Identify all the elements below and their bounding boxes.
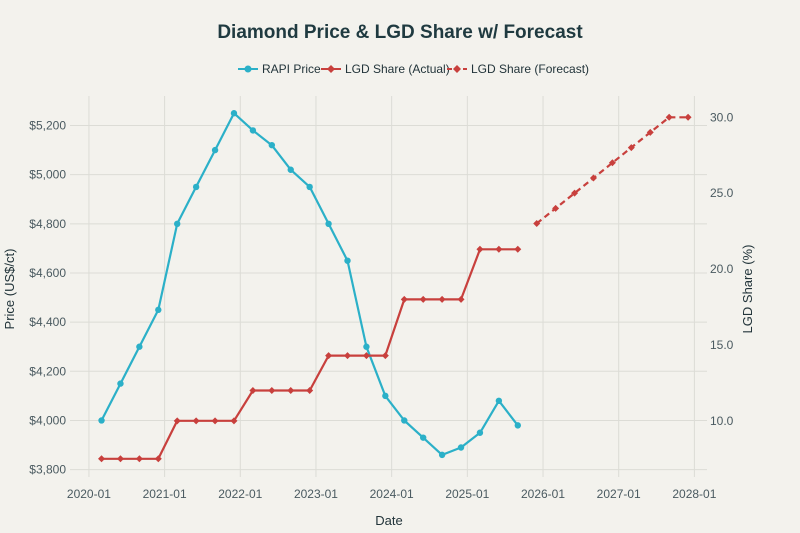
axes: 2020-01 2021-01 2022-01 2023-01 2024-01 2025-… <box>29 110 733 501</box>
legend-label-lgd-actual: LGD Share (Actual) <box>345 62 450 76</box>
x-tick-label: 2027-01 <box>597 487 641 501</box>
data-point[interactable] <box>627 144 635 152</box>
data-point[interactable] <box>457 295 465 303</box>
data-point[interactable] <box>533 220 541 228</box>
data-point[interactable] <box>173 417 181 425</box>
x-tick-label: 2020-01 <box>67 487 111 501</box>
data-point[interactable] <box>363 343 370 350</box>
y2-tick-label: 15.0 <box>710 338 734 352</box>
data-point[interactable] <box>136 343 143 350</box>
data-point[interactable] <box>230 110 238 117</box>
x-tick-label: 2024-01 <box>370 487 414 501</box>
data-point[interactable] <box>419 295 427 303</box>
data-point[interactable] <box>211 417 219 425</box>
x-tick-label: 2026-01 <box>521 487 565 501</box>
y-tick-label: $3,800 <box>29 463 66 477</box>
y2-axis-title: LGD Share (%) <box>740 245 755 334</box>
data-point[interactable] <box>438 295 446 303</box>
data-point[interactable] <box>211 146 219 154</box>
data-point[interactable] <box>325 352 333 360</box>
data-point[interactable] <box>192 183 200 191</box>
data-point[interactable] <box>230 417 238 425</box>
data-point[interactable] <box>249 127 257 134</box>
data-point[interactable] <box>306 386 314 394</box>
data-point[interactable] <box>457 444 465 451</box>
legend: RAPI Price LGD Share (Actual) LGD Share … <box>238 62 589 76</box>
data-point[interactable] <box>514 245 522 253</box>
legend-marker-lgd-forecast <box>453 65 461 73</box>
x-tick-label: 2023-01 <box>294 487 338 501</box>
data-point[interactable] <box>344 257 351 264</box>
data-point[interactable] <box>362 352 370 360</box>
data-point[interactable] <box>98 417 105 424</box>
series-layer <box>98 110 692 463</box>
data-point[interactable] <box>268 386 276 394</box>
data-point[interactable] <box>608 159 616 167</box>
legend-item-lgd-forecast[interactable]: LGD Share (Forecast) <box>447 62 589 76</box>
data-point[interactable] <box>287 166 294 173</box>
data-point[interactable] <box>381 352 389 360</box>
data-point[interactable] <box>476 245 484 253</box>
data-point[interactable] <box>589 174 597 182</box>
data-point[interactable] <box>665 113 673 121</box>
data-point[interactable] <box>495 245 503 253</box>
y-tick-label: $4,000 <box>29 413 66 427</box>
data-point[interactable] <box>306 183 313 191</box>
data-point[interactable] <box>684 113 692 121</box>
data-point[interactable] <box>135 455 143 463</box>
legend-marker-lgd-actual <box>327 65 335 73</box>
legend-item-lgd-actual[interactable]: LGD Share (Actual) <box>321 62 450 76</box>
x-axis-title: Date <box>375 513 402 528</box>
x-tick-label: 2022-01 <box>218 487 262 501</box>
x-tick-label: 2028-01 <box>672 487 716 501</box>
data-point[interactable] <box>116 455 124 463</box>
x-tick-label: 2025-01 <box>445 487 489 501</box>
data-point[interactable] <box>419 434 427 441</box>
y2-tick-label: 25.0 <box>710 186 734 200</box>
data-point[interactable] <box>514 422 521 429</box>
data-point[interactable] <box>382 392 389 400</box>
y-tick-label: $4,200 <box>29 364 66 378</box>
y-tick-label: $5,000 <box>29 168 66 182</box>
y-tick-label: $5,200 <box>29 118 66 132</box>
data-point[interactable] <box>495 397 503 404</box>
data-point[interactable] <box>400 295 408 303</box>
data-point[interactable] <box>646 128 654 136</box>
y2-tick-label: 20.0 <box>710 262 734 276</box>
data-point[interactable] <box>287 386 295 394</box>
data-point[interactable] <box>249 386 257 394</box>
x-tick-label: 2021-01 <box>143 487 187 501</box>
y-tick-label: $4,600 <box>29 266 66 280</box>
data-point[interactable] <box>325 220 332 228</box>
series-line-2 <box>536 116 689 225</box>
data-point[interactable] <box>154 455 162 463</box>
chart-title: Diamond Price & LGD Share w/ Forecast <box>217 22 583 43</box>
y2-tick-label: 30.0 <box>710 110 734 124</box>
y-tick-label: $4,800 <box>29 217 66 231</box>
data-point[interactable] <box>174 220 181 228</box>
legend-label-lgd-forecast: LGD Share (Forecast) <box>471 62 589 76</box>
legend-label-rapi-price: RAPI Price <box>262 62 321 76</box>
data-point[interactable] <box>476 429 484 436</box>
data-point[interactable] <box>155 306 162 314</box>
data-point[interactable] <box>401 417 408 424</box>
data-point[interactable] <box>192 417 200 425</box>
data-point[interactable] <box>98 455 106 463</box>
y-tick-label: $4,400 <box>29 315 66 329</box>
data-point[interactable] <box>268 141 276 149</box>
y-axis-title: Price (US$/ct) <box>2 249 17 330</box>
legend-marker-rapi-price <box>244 65 252 73</box>
data-point[interactable] <box>571 189 579 197</box>
data-point[interactable] <box>344 352 352 360</box>
data-point[interactable] <box>552 204 560 212</box>
legend-item-rapi-price[interactable]: RAPI Price <box>238 62 321 76</box>
data-point[interactable] <box>117 380 124 387</box>
y2-tick-label: 10.0 <box>710 414 734 428</box>
data-point[interactable] <box>438 451 446 459</box>
